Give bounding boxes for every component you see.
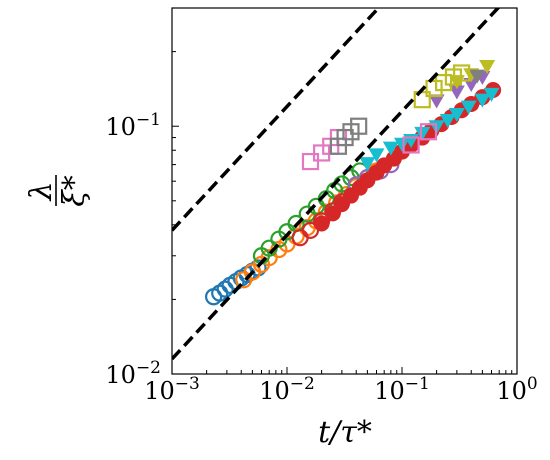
plot-frame xyxy=(171,7,518,375)
data-point-series-6 xyxy=(448,108,465,123)
data-point-series-7 xyxy=(448,85,465,100)
data-point-series-13 xyxy=(419,123,438,141)
data-point-series-13 xyxy=(402,136,420,154)
data-point-series-11 xyxy=(350,117,368,135)
y-axis-label-numerator: λ xyxy=(24,181,59,201)
y-axis-ticks: 10−2 10−1 xyxy=(105,51,179,389)
reference-line-2 xyxy=(172,8,501,361)
x-tick-label: 100 xyxy=(496,374,537,405)
y-axis-label-denominator: ξ* xyxy=(57,175,92,207)
data-point-series-7 xyxy=(428,94,445,109)
data-point-series-12 xyxy=(453,64,471,82)
data-point-series-11 xyxy=(336,128,354,147)
x-tick-label: 10−1 xyxy=(374,374,430,405)
x-tick-label: 10−3 xyxy=(144,374,200,405)
data-point-series-12 xyxy=(413,91,431,109)
data-point-series-6 xyxy=(394,137,410,152)
data-point-series-6 xyxy=(460,100,477,115)
data-point-series-12 xyxy=(425,79,443,98)
y-axis-label: λ ξ* xyxy=(24,175,92,207)
data-point-series-6 xyxy=(359,157,376,172)
data-point-series-6 xyxy=(483,87,500,102)
data-point-series-10 xyxy=(301,152,320,171)
reference-line-1 xyxy=(172,8,381,232)
data-point-series-6 xyxy=(368,148,385,163)
y-tick-label: 10−2 xyxy=(105,358,161,389)
x-axis-ticks: 10−3 10−2 10−1 100 xyxy=(144,367,538,405)
data-point-series-6 xyxy=(414,126,431,141)
x-tick-label: 10−2 xyxy=(259,374,315,405)
reference-lines xyxy=(172,8,501,361)
y-tick-label: 10−1 xyxy=(105,110,161,141)
data-point-series-12 xyxy=(434,73,453,92)
plot-marks xyxy=(204,60,502,306)
data-point-series-6 xyxy=(474,93,491,108)
data-point-series-9 xyxy=(469,69,486,84)
data-point-series-6 xyxy=(382,141,399,156)
x-axis-label: t/τ* xyxy=(318,415,372,450)
data-point-series-8 xyxy=(479,60,496,75)
data-point-series-5 xyxy=(313,215,330,232)
data-point-series-6 xyxy=(439,113,456,128)
